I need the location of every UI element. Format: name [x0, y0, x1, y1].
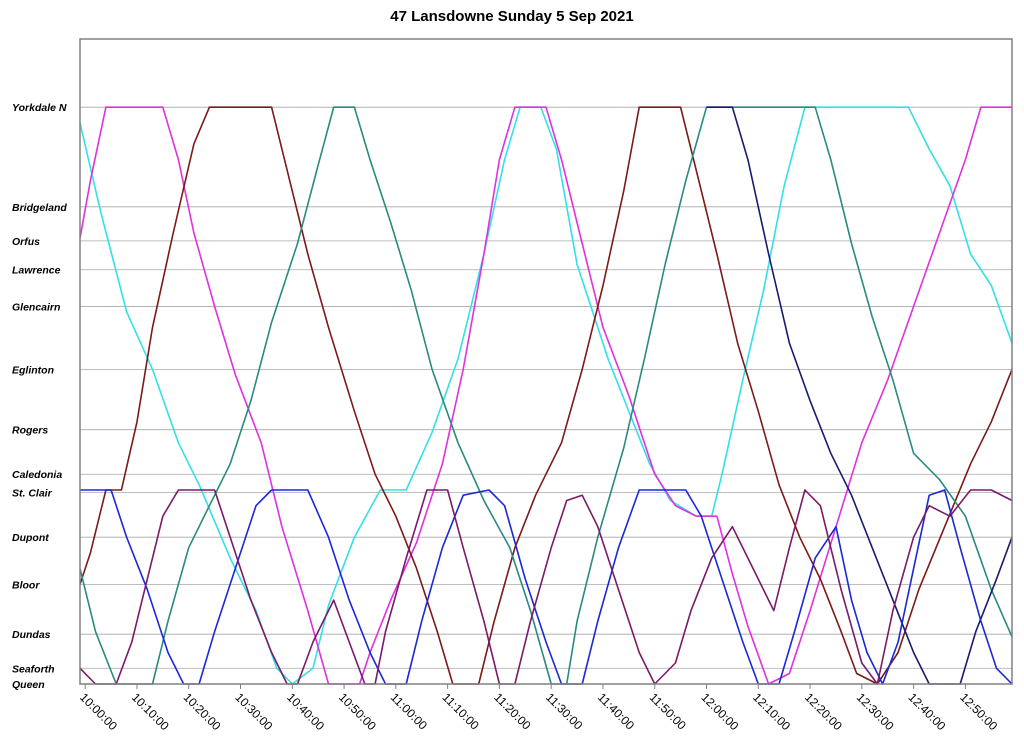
series-line-4 — [706, 106, 1013, 685]
stop-label-12: Seaforth — [12, 663, 55, 675]
x-tick-label-3: 10:30:00 — [232, 690, 275, 733]
x-tick-label-0: 10:00:00 — [77, 690, 120, 733]
x-tick-labels: 10:00:00 10:10:00 10:20:00 10:30:00 10:40:00… — [77, 684, 1000, 733]
stop-label-7: Caledonia — [12, 469, 62, 481]
x-tick-label-15: 12:30:00 — [854, 690, 897, 733]
x-tick-label-13: 12:10:00 — [750, 690, 793, 733]
x-tick-label-5: 10:50:00 — [336, 690, 379, 733]
stop-label-6: Rogers — [12, 425, 48, 437]
stop-label-4: Glencairn — [12, 301, 60, 313]
x-tick-label-10: 11:40:00 — [595, 690, 638, 733]
stop-labels: Yorkdale N Bridgeland Orfus Lawrence Glencai… — [12, 102, 67, 691]
plot-frame — [79, 38, 1013, 685]
stop-label-11: Dundas — [12, 629, 51, 641]
x-tick-label-11: 11:50:00 — [647, 690, 690, 733]
stop-label-3: Lawrence — [12, 265, 61, 277]
stop-label-9: Dupont — [12, 532, 49, 544]
stop-label-5: Eglinton — [12, 364, 54, 376]
stop-label-10: Bloor — [12, 579, 40, 591]
series-line-0 — [79, 106, 1013, 685]
series-line-1 — [79, 106, 1012, 685]
x-tick-label-9: 11:30:00 — [543, 690, 586, 733]
stop-label-1: Bridgeland — [12, 202, 67, 214]
x-tick-label-17: 12:50:00 — [957, 690, 1000, 733]
x-tick-label-6: 11:00:00 — [388, 690, 431, 733]
stop-label-13: Queen — [12, 679, 45, 691]
chart-title: 47 Lansdowne Sunday 5 Sep 2021 — [390, 8, 634, 25]
x-tick-label-16: 12:40:00 — [906, 690, 949, 733]
x-tick-label-1: 10:10:00 — [129, 690, 172, 733]
stop-label-2: Orfus — [12, 236, 40, 248]
series-lines — [79, 106, 1013, 685]
series-line-5 — [80, 489, 1013, 685]
grid-lines — [80, 106, 1012, 685]
stop-label-8: St. Clair — [12, 488, 53, 500]
x-tick-label-8: 11:20:00 — [491, 690, 534, 733]
stop-label-0: Yorkdale N — [12, 102, 67, 114]
x-tick-label-12: 12:00:00 — [698, 690, 741, 733]
series-line-3 — [79, 106, 1013, 685]
series-line-6 — [79, 489, 1013, 685]
x-tick-label-14: 12:20:00 — [802, 690, 845, 733]
x-tick-label-7: 11:10:00 — [440, 690, 483, 733]
x-tick-label-4: 10:40:00 — [284, 690, 327, 733]
series-line-2 — [79, 106, 1013, 685]
x-tick-label-2: 10:20:00 — [181, 690, 224, 733]
